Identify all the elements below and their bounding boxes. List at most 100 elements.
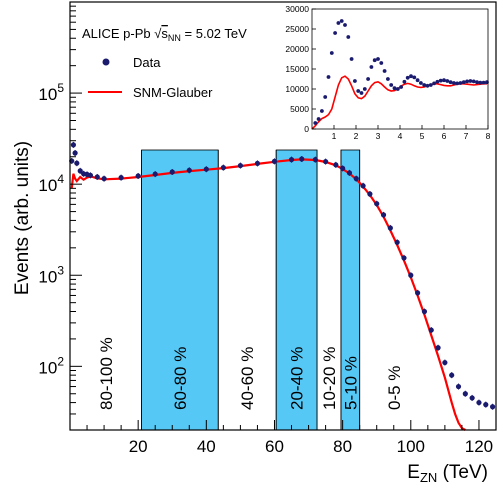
model-line bbox=[70, 158, 466, 431]
inset-x-tick-label: 1 bbox=[332, 131, 337, 141]
data-point bbox=[387, 225, 393, 231]
inset-data-point bbox=[435, 79, 440, 84]
inset-data-point bbox=[409, 74, 413, 79]
inset-data-point bbox=[372, 58, 377, 63]
data-point bbox=[94, 174, 100, 180]
data-point bbox=[442, 359, 448, 366]
data-point bbox=[87, 172, 94, 178]
inset-x-tick-label: 6 bbox=[442, 131, 447, 141]
inset-data-point bbox=[386, 77, 390, 81]
inset-data-point bbox=[471, 79, 476, 84]
data-point bbox=[288, 157, 295, 163]
data-point bbox=[483, 402, 489, 408]
inset-x-tick-label: 5 bbox=[420, 131, 425, 141]
x-tick-label: 40 bbox=[197, 437, 216, 456]
data-point bbox=[220, 165, 226, 171]
x-axis-title-unit: (TeV) bbox=[437, 462, 488, 483]
inset-x-tick-label: 7 bbox=[464, 131, 469, 141]
centrality-label: 0-5 % bbox=[385, 366, 404, 410]
data-point bbox=[449, 372, 455, 378]
y-tick-label: 103 bbox=[38, 263, 64, 286]
legend-model-label: SNM-Glauber bbox=[133, 85, 213, 100]
data-point bbox=[469, 395, 475, 401]
inset-data-point bbox=[369, 65, 374, 69]
data-point bbox=[394, 239, 400, 245]
data-point bbox=[374, 201, 380, 207]
inset-data-point bbox=[432, 81, 436, 86]
data-point bbox=[312, 157, 318, 163]
inset-data-point bbox=[313, 121, 318, 125]
inset-data-point bbox=[333, 31, 337, 35]
inset-y-tick-label: 10000 bbox=[285, 84, 309, 94]
data-point bbox=[271, 158, 278, 164]
data-point bbox=[72, 150, 78, 156]
data-point bbox=[455, 383, 462, 390]
inset-data-point bbox=[326, 75, 331, 79]
data-point bbox=[401, 255, 407, 261]
x-tick-label: 60 bbox=[265, 437, 284, 456]
inset-y-ticks: 0 5000 10000 15000 20000 25000 30000 bbox=[285, 4, 316, 134]
inset-y-tick-label: 15000 bbox=[285, 64, 309, 74]
x-tick-label: 100 bbox=[397, 437, 425, 456]
data-point bbox=[203, 166, 209, 172]
inset-data-point bbox=[323, 95, 328, 99]
data-point bbox=[489, 404, 496, 410]
inset-data-point bbox=[438, 78, 443, 83]
data-point bbox=[340, 165, 346, 171]
centrality-labels: 80-100 % 60-80 % 40-60 % 20-40 % 10-20 % 5-10… bbox=[97, 337, 404, 410]
data-point bbox=[421, 308, 428, 315]
data-point bbox=[169, 169, 175, 175]
centrality-band bbox=[275, 149, 318, 431]
x-axis-title-main: E bbox=[407, 462, 420, 483]
inset-data-point bbox=[475, 80, 479, 85]
inset-data-point bbox=[458, 81, 463, 85]
inset-data-point bbox=[422, 83, 427, 87]
centrality-bands bbox=[141, 149, 361, 431]
centrality-label: 20-40 % bbox=[288, 347, 307, 410]
inset-data-point bbox=[461, 80, 466, 85]
y-axis-ticks: 102 103 104 105 bbox=[38, 5, 82, 415]
data-point bbox=[462, 391, 468, 397]
main-series-group bbox=[69, 141, 496, 431]
centrality-label: 60-80 % bbox=[171, 347, 190, 410]
inset-data-point bbox=[343, 23, 347, 27]
title-sqrt-arg: s bbox=[161, 26, 168, 41]
data-point bbox=[237, 162, 243, 169]
inset-data-point bbox=[359, 91, 364, 95]
inset-data-point bbox=[399, 85, 403, 89]
inset-data-point bbox=[392, 86, 397, 91]
inset-data-point bbox=[379, 61, 384, 65]
inset-data-point bbox=[356, 89, 361, 93]
centrality-label: 10-20 % bbox=[320, 347, 339, 410]
data-point bbox=[152, 171, 158, 177]
data-point bbox=[333, 162, 339, 168]
inset-data-point bbox=[395, 87, 400, 91]
centrality-label: 80-100 % bbox=[97, 337, 116, 410]
inset-data-point bbox=[336, 21, 341, 25]
title-suffix: = 5.02 TeV bbox=[181, 26, 247, 41]
inset-data-point bbox=[442, 78, 446, 83]
data-point bbox=[353, 176, 359, 182]
inset-data-point bbox=[419, 81, 423, 85]
inset-y-tick-label: 25000 bbox=[285, 24, 309, 34]
inset-data-point bbox=[415, 78, 420, 83]
y-tick-label: 105 bbox=[38, 81, 64, 104]
inset-data-point bbox=[320, 109, 324, 113]
inset-data-point bbox=[402, 79, 407, 84]
data-point bbox=[360, 183, 366, 189]
inset-x-tick-label: 8 bbox=[486, 131, 491, 141]
x-tick-label: 120 bbox=[465, 437, 493, 456]
x-axis-title: EZN (TeV) bbox=[407, 462, 488, 485]
inset-data-point bbox=[455, 81, 460, 86]
x-axis-title-sub: ZN bbox=[420, 470, 437, 485]
legend-data-marker bbox=[102, 58, 110, 66]
centrality-label: 5-10 % bbox=[341, 356, 360, 410]
legend-data-label: Data bbox=[133, 55, 161, 70]
y-tick-label: 102 bbox=[38, 354, 64, 377]
data-point bbox=[380, 212, 387, 218]
data-point bbox=[323, 158, 329, 165]
data-point bbox=[299, 156, 305, 162]
inset-data-point bbox=[412, 75, 417, 80]
